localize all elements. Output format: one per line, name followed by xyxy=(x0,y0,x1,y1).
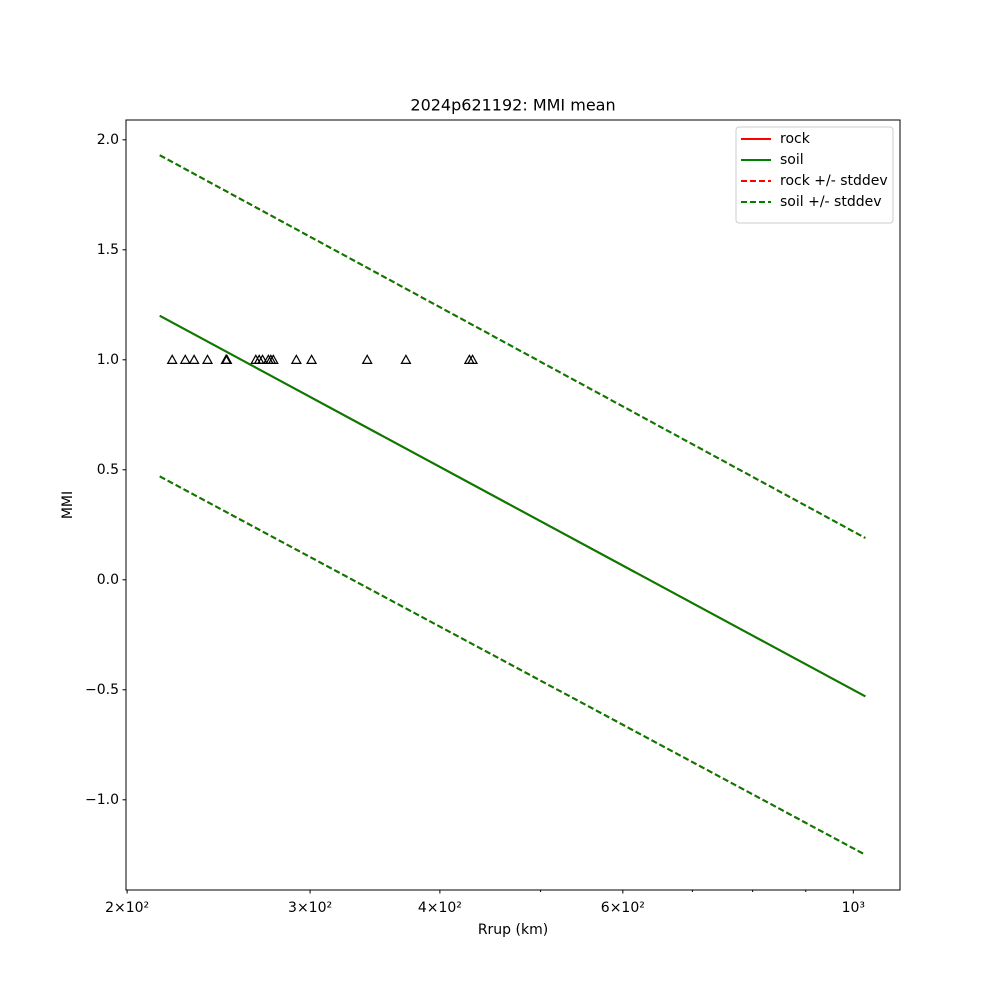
legend-label: soil +/- stddev xyxy=(780,194,882,210)
y-axis-label: MMI xyxy=(60,491,76,519)
x-tick-label: 10³ xyxy=(842,900,865,916)
observation-marker xyxy=(179,354,191,364)
upper-line xyxy=(159,154,866,539)
observation-marker xyxy=(306,354,318,364)
observation-marker xyxy=(166,354,178,364)
observation-marker xyxy=(201,354,214,364)
observation-marker xyxy=(400,354,412,364)
line xyxy=(159,314,866,698)
observation-marker xyxy=(267,354,279,364)
x-tick-label: 2×10² xyxy=(105,900,149,916)
y-tick-label: 1.5 xyxy=(97,242,119,258)
legend-label: rock xyxy=(780,131,811,147)
plot-frame xyxy=(125,119,901,891)
y-tick-label: 2.0 xyxy=(97,132,119,148)
observation-marker xyxy=(466,354,479,364)
observation-marker xyxy=(257,354,269,364)
observation-marker xyxy=(221,354,233,364)
y-tick-label: −1.0 xyxy=(85,792,119,808)
x-tick-label: 6×10² xyxy=(601,900,645,916)
legend-label: soil xyxy=(780,152,804,168)
y-tick-label: 1.0 xyxy=(97,352,119,368)
observation-marker xyxy=(361,354,373,364)
y-tick-label: 0.5 xyxy=(97,462,119,478)
x-axis-label: Rrup (km) xyxy=(478,922,548,938)
legend-box xyxy=(735,126,894,224)
y-tick-label: 0.0 xyxy=(97,572,119,588)
chart-title: 2024p621192: MMI mean xyxy=(410,96,615,115)
lower-line xyxy=(159,475,866,856)
legend-label: rock +/- stddev xyxy=(780,173,888,189)
observation-marker xyxy=(290,354,302,364)
observation-marker xyxy=(188,354,200,364)
x-tick-label: 4×10² xyxy=(418,900,462,916)
x-tick-label: 3×10² xyxy=(288,900,332,916)
y-tick-label: −0.5 xyxy=(85,682,119,698)
